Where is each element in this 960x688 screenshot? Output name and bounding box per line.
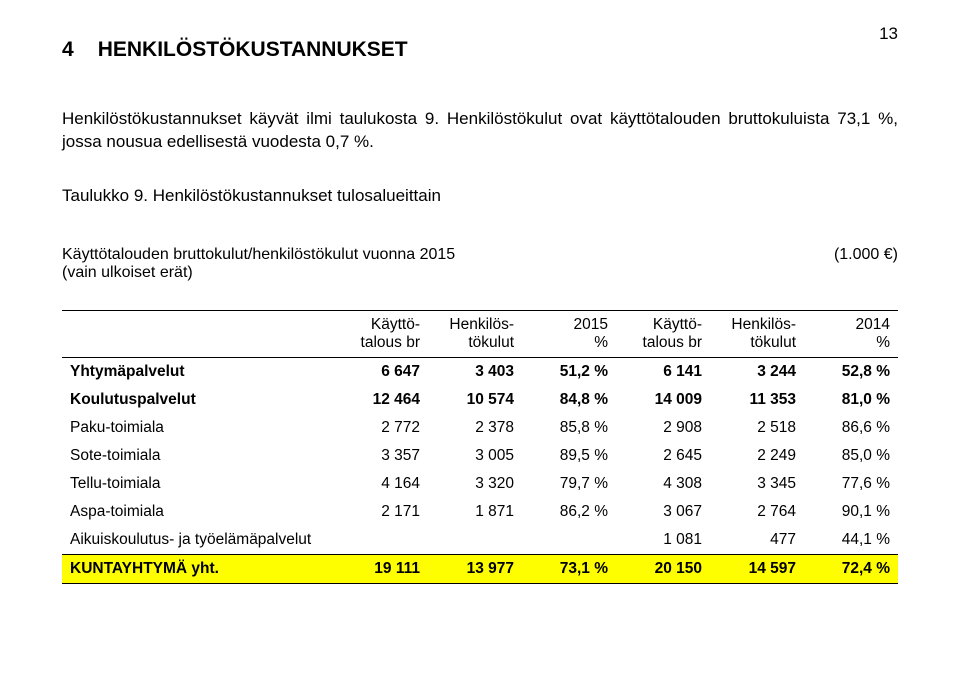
subtitle-line-1: Käyttötalouden bruttokulut/henkilöstökul… xyxy=(62,246,455,264)
cell: 1 081 xyxy=(616,526,710,555)
table-row: Aikuiskoulutus- ja työelämäpalvelut 1 081… xyxy=(62,526,898,555)
cell: 3 357 xyxy=(334,442,428,470)
subtitle-unit: (1.000 €) xyxy=(834,246,898,264)
cell: 10 574 xyxy=(428,386,522,414)
table-caption: Taulukko 9. Henkilöstökustannukset tulos… xyxy=(62,186,898,206)
table-body: Yhtymäpalvelut6 6473 40351,2 %6 1413 244… xyxy=(62,357,898,583)
cell xyxy=(428,526,522,555)
row-label: KUNTAYHTYMÄ yht. xyxy=(62,554,334,583)
cell: 477 xyxy=(710,526,804,555)
cell: 12 464 xyxy=(334,386,428,414)
cell: 2 764 xyxy=(710,498,804,526)
row-label: Aspa-toimiala xyxy=(62,498,334,526)
cell: 3 067 xyxy=(616,498,710,526)
cell: 72,4 % xyxy=(804,554,898,583)
cell: 14 009 xyxy=(616,386,710,414)
cell: 2 518 xyxy=(710,414,804,442)
row-label: Koulutuspalvelut xyxy=(62,386,334,414)
col-header: Henkilös- tökulut xyxy=(710,310,804,357)
row-label: Sote-toimiala xyxy=(62,442,334,470)
cell: 1 871 xyxy=(428,498,522,526)
cell: 3 244 xyxy=(710,357,804,386)
cell: 4 164 xyxy=(334,470,428,498)
cell: 77,6 % xyxy=(804,470,898,498)
cell: 81,0 % xyxy=(804,386,898,414)
cell: 3 403 xyxy=(428,357,522,386)
cell: 44,1 % xyxy=(804,526,898,555)
col-header: 2015 % xyxy=(522,310,616,357)
col-header: 2014 % xyxy=(804,310,898,357)
cell: 4 308 xyxy=(616,470,710,498)
total-row: KUNTAYHTYMÄ yht.19 11113 97773,1 %20 150… xyxy=(62,554,898,583)
col-header xyxy=(62,310,334,357)
cell: 6 647 xyxy=(334,357,428,386)
cell: 2 645 xyxy=(616,442,710,470)
col-header: Käyttö- talous br xyxy=(616,310,710,357)
cell: 20 150 xyxy=(616,554,710,583)
cell: 14 597 xyxy=(710,554,804,583)
section-number: 4 xyxy=(62,38,74,62)
row-label: Paku-toimiala xyxy=(62,414,334,442)
cell: 2 249 xyxy=(710,442,804,470)
subtitle-line-2: (vain ulkoiset erät) xyxy=(62,264,898,282)
cell: 3 345 xyxy=(710,470,804,498)
cell: 19 111 xyxy=(334,554,428,583)
table-row: Aspa-toimiala2 1711 87186,2 %3 0672 7649… xyxy=(62,498,898,526)
header-row: Käyttö- talous br Henkilös- tökulut 2015… xyxy=(62,310,898,357)
intro-paragraph: Henkilöstökustannukset käyvät ilmi taulu… xyxy=(62,108,898,154)
cell: 13 977 xyxy=(428,554,522,583)
section-heading: 4 HENKILÖSTÖKUSTANNUKSET xyxy=(62,38,898,62)
cell: 2 171 xyxy=(334,498,428,526)
col-header: Henkilös- tökulut xyxy=(428,310,522,357)
cell: 6 141 xyxy=(616,357,710,386)
cell: 11 353 xyxy=(710,386,804,414)
cell: 2 772 xyxy=(334,414,428,442)
cell: 2 378 xyxy=(428,414,522,442)
table-row: Paku-toimiala2 7722 37885,8 %2 9082 5188… xyxy=(62,414,898,442)
cell: 52,8 % xyxy=(804,357,898,386)
cell: 73,1 % xyxy=(522,554,616,583)
cell: 89,5 % xyxy=(522,442,616,470)
table-row: Tellu-toimiala4 1643 32079,7 %4 3083 345… xyxy=(62,470,898,498)
cell: 84,8 % xyxy=(522,386,616,414)
cell: 3 320 xyxy=(428,470,522,498)
cell: 85,8 % xyxy=(522,414,616,442)
cell: 51,2 % xyxy=(522,357,616,386)
cell xyxy=(334,526,428,555)
table-row: Koulutuspalvelut12 46410 57484,8 %14 009… xyxy=(62,386,898,414)
row-label: Yhtymäpalvelut xyxy=(62,357,334,386)
data-table: Käyttö- talous br Henkilös- tökulut 2015… xyxy=(62,310,898,584)
cell xyxy=(522,526,616,555)
table-row: Yhtymäpalvelut6 6473 40351,2 %6 1413 244… xyxy=(62,357,898,386)
page-number: 13 xyxy=(879,24,898,44)
cell: 90,1 % xyxy=(804,498,898,526)
table-head: Käyttö- talous br Henkilös- tökulut 2015… xyxy=(62,310,898,357)
row-label: Tellu-toimiala xyxy=(62,470,334,498)
cell: 2 908 xyxy=(616,414,710,442)
page: 13 4 HENKILÖSTÖKUSTANNUKSET Henkilöstöku… xyxy=(0,0,960,688)
cell: 86,6 % xyxy=(804,414,898,442)
col-header: Käyttö- talous br xyxy=(334,310,428,357)
cell: 85,0 % xyxy=(804,442,898,470)
table-row: Sote-toimiala3 3573 00589,5 %2 6452 2498… xyxy=(62,442,898,470)
cell: 3 005 xyxy=(428,442,522,470)
cell: 86,2 % xyxy=(522,498,616,526)
section-title: HENKILÖSTÖKUSTANNUKSET xyxy=(98,38,408,62)
row-label: Aikuiskoulutus- ja työelämäpalvelut xyxy=(62,526,334,555)
table-subtitle: Käyttötalouden bruttokulut/henkilöstökul… xyxy=(62,246,898,282)
cell: 79,7 % xyxy=(522,470,616,498)
